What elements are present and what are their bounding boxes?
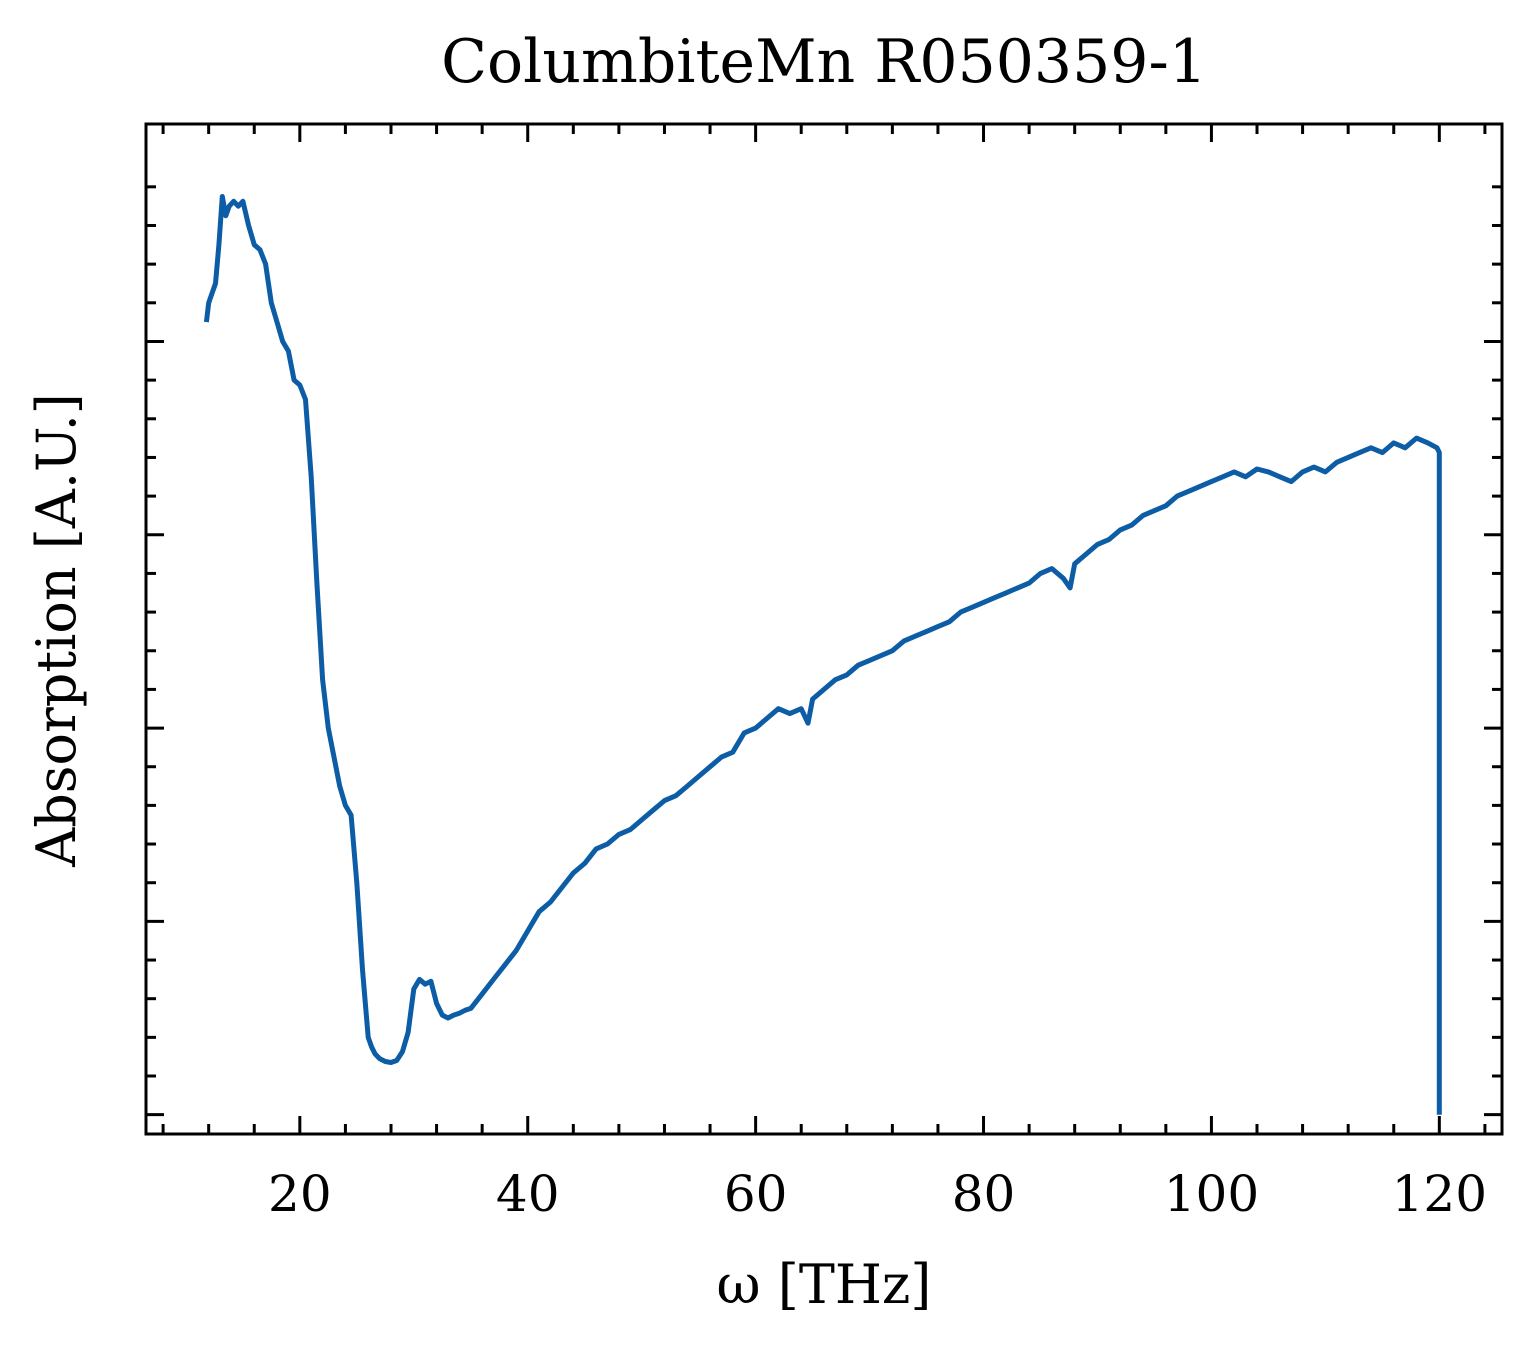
x-axis-label: ω [THz] xyxy=(717,1253,932,1316)
x-tick-label: 100 xyxy=(1164,1165,1259,1223)
y-axis-label: Absorption [A.U.] xyxy=(25,393,88,868)
x-tick-label: 80 xyxy=(952,1165,1016,1223)
x-tick-label: 40 xyxy=(496,1165,560,1223)
x-axis: 20 40 60 80 100 120 xyxy=(161,124,1487,1223)
absorption-line xyxy=(203,194,1442,1115)
x-tick-label: 20 xyxy=(268,1165,332,1223)
plot-frame xyxy=(144,122,1504,1136)
x-tick-label: 120 xyxy=(1392,1165,1487,1223)
chart-title: ColumbiteMn R050359-1 xyxy=(441,27,1207,97)
x-tick-label: 60 xyxy=(724,1165,788,1223)
y-axis xyxy=(146,185,1502,1117)
